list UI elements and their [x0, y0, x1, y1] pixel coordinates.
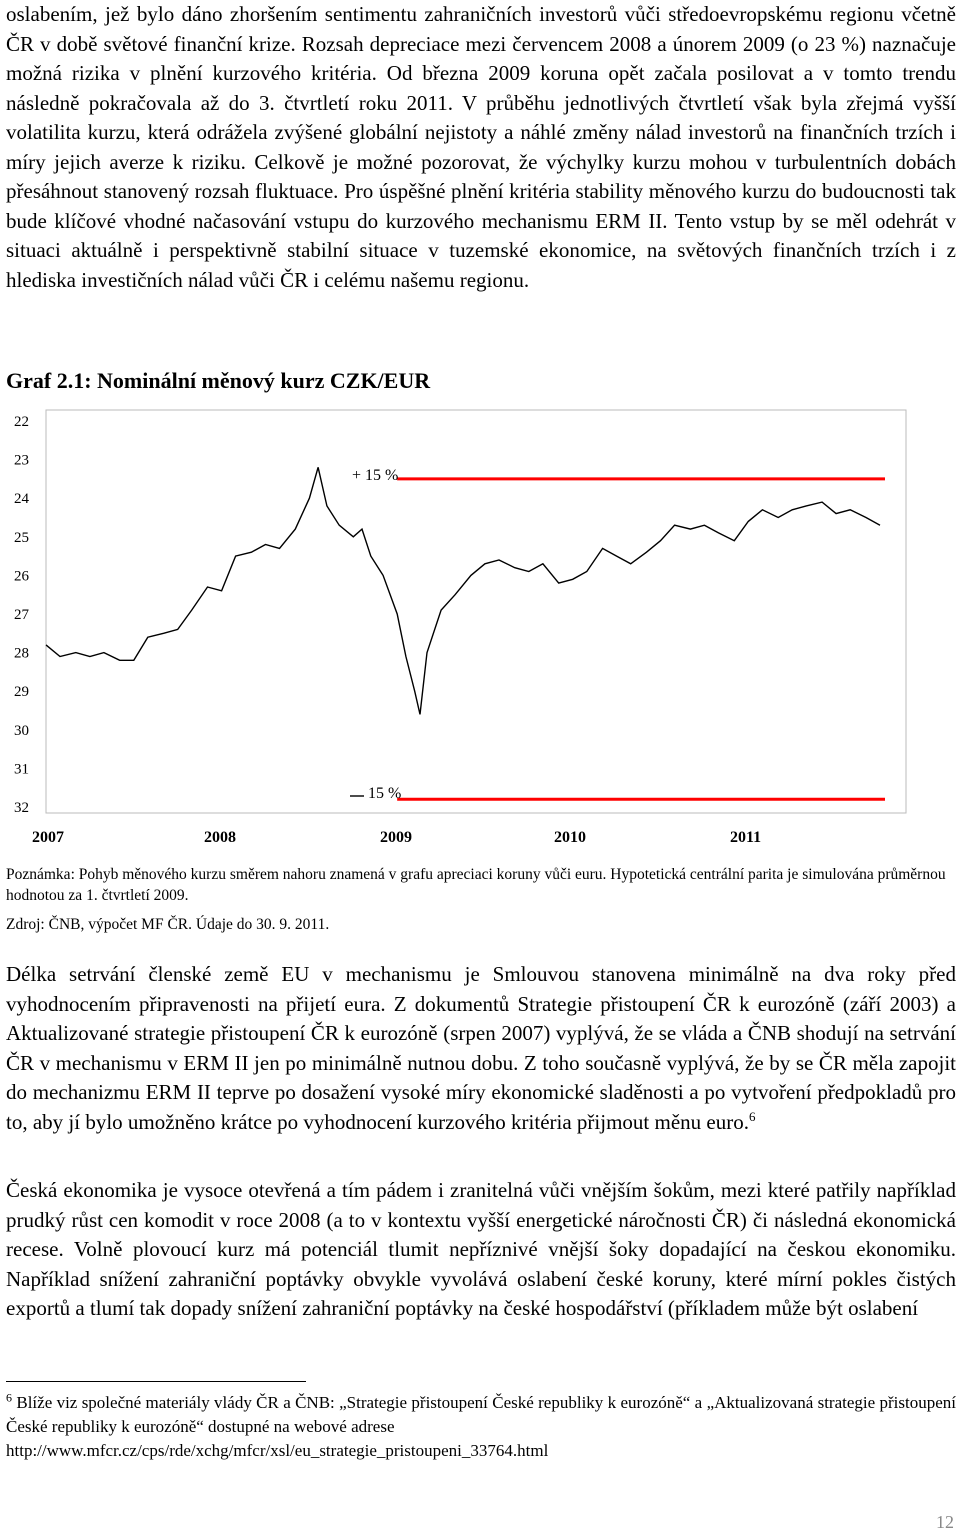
- graph-title: Graf 2.1: Nominální měnový kurz CZK/EUR: [6, 368, 431, 393]
- x-tick-label: 2011: [730, 829, 761, 846]
- y-tick-label: 26: [14, 568, 30, 584]
- y-tick-label: 29: [14, 684, 29, 700]
- page-number: 12: [936, 1512, 954, 1532]
- paragraph-erm-duration: Délka setrvání členské země EU v mechani…: [6, 960, 956, 1137]
- x-axis-ticks: 2007 2008 2009 2010 2011: [32, 829, 761, 846]
- graph-note: Poznámka: Pohyb měnového kurzu směrem na…: [6, 866, 946, 904]
- footnote-divider: [6, 1381, 306, 1382]
- y-tick-label: 31: [14, 761, 29, 777]
- footnote-number: 6: [6, 1390, 12, 1405]
- y-tick-label: 27: [14, 607, 30, 623]
- paragraph-erm-duration-text: Délka setrvání členské země EU v mechani…: [6, 962, 956, 1134]
- graph-source: Zdroj: ČNB, výpočet MF ČR. Údaje do 30. …: [6, 916, 330, 933]
- footnote-text: Blíže viz společné materiály vlády ČR a …: [6, 1393, 957, 1436]
- series-line-czk-eur: [45, 467, 881, 715]
- footnote-url[interactable]: http://www.mfcr.cz/cps/rde/xchg/mfcr/xsl…: [6, 1441, 549, 1460]
- reference-lines: [397, 477, 885, 801]
- y-tick-label: 22: [14, 414, 29, 430]
- paragraph-intro: oslabením, jež bylo dáno zhoršením senti…: [6, 2, 956, 292]
- y-tick-label: 32: [14, 800, 29, 816]
- footnote-reference: 6: [748, 1108, 756, 1124]
- y-tick-label: 28: [14, 646, 29, 662]
- x-tick-label: 2007: [32, 829, 64, 846]
- plot-area: [45, 409, 907, 814]
- x-tick-label: 2010: [554, 829, 586, 846]
- annotation-minus-15: 15 %: [368, 785, 401, 802]
- paragraph-open-economy: Česká ekonomika je vysoce otevřená a tím…: [6, 1178, 956, 1320]
- y-tick-label: 23: [14, 453, 29, 469]
- annotation-plus-15: + 15 %: [352, 467, 398, 484]
- y-tick-label: 25: [14, 530, 29, 546]
- footnote: 6 Blíže viz společné materiály vlády ČR …: [6, 1391, 956, 1463]
- x-tick-label: 2009: [380, 829, 412, 846]
- x-tick-label: 2008: [204, 829, 236, 846]
- y-axis-ticks: 22 23 24 25 26 27 28 29 30 31 32: [14, 414, 30, 816]
- y-tick-label: 30: [14, 723, 29, 739]
- y-tick-label: 24: [14, 491, 30, 507]
